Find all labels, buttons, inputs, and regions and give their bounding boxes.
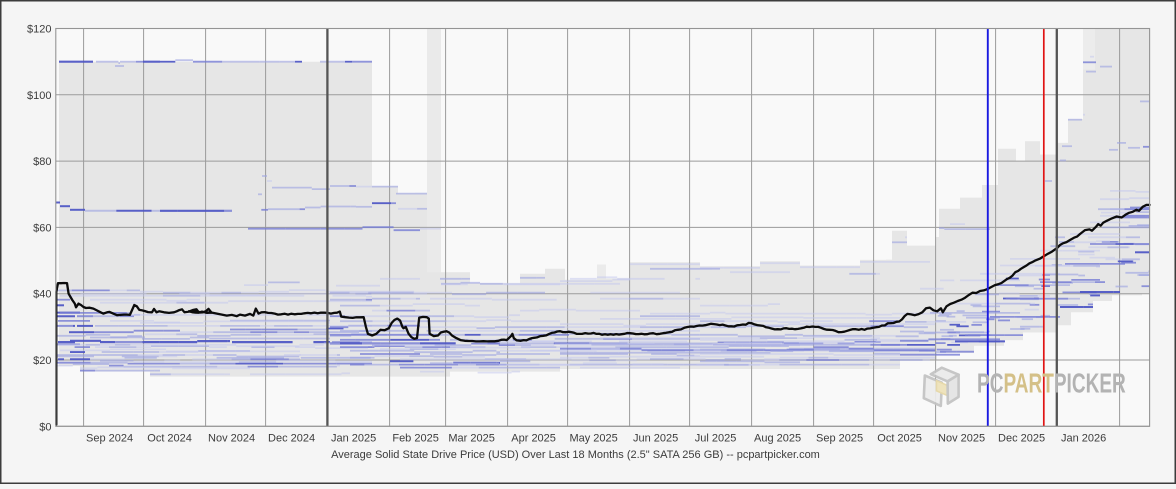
svg-text:Sep 2024: Sep 2024 <box>86 433 133 445</box>
svg-text:Jun 2025: Jun 2025 <box>633 433 678 445</box>
svg-text:Nov 2024: Nov 2024 <box>208 433 255 445</box>
svg-text:$120: $120 <box>27 24 51 36</box>
svg-text:Mar 2025: Mar 2025 <box>448 433 494 445</box>
svg-text:$60: $60 <box>33 222 51 234</box>
svg-text:Aug 2025: Aug 2025 <box>754 433 801 445</box>
svg-text:Jan 2026: Jan 2026 <box>1061 433 1106 445</box>
svg-text:Feb 2025: Feb 2025 <box>392 433 438 445</box>
svg-text:May 2025: May 2025 <box>569 433 617 445</box>
svg-text:Jan 2025: Jan 2025 <box>331 433 376 445</box>
svg-text:$0: $0 <box>39 421 51 433</box>
svg-text:Oct 2024: Oct 2024 <box>147 433 192 445</box>
svg-text:PCPARTPICKER: PCPARTPICKER <box>977 368 1126 400</box>
svg-text:Nov 2025: Nov 2025 <box>938 433 985 445</box>
svg-text:Average Solid State Drive Pric: Average Solid State Drive Price (USD) Ov… <box>331 449 820 461</box>
svg-text:Apr 2025: Apr 2025 <box>511 433 556 445</box>
svg-text:Oct 2025: Oct 2025 <box>877 433 922 445</box>
svg-text:$80: $80 <box>33 156 51 168</box>
svg-text:Sep 2025: Sep 2025 <box>816 433 863 445</box>
svg-text:Dec 2024: Dec 2024 <box>268 433 315 445</box>
svg-text:$100: $100 <box>27 90 51 102</box>
svg-text:Dec 2025: Dec 2025 <box>998 433 1045 445</box>
svg-text:$20: $20 <box>33 355 51 367</box>
svg-text:Jul 2025: Jul 2025 <box>695 433 737 445</box>
svg-text:$40: $40 <box>33 289 51 301</box>
